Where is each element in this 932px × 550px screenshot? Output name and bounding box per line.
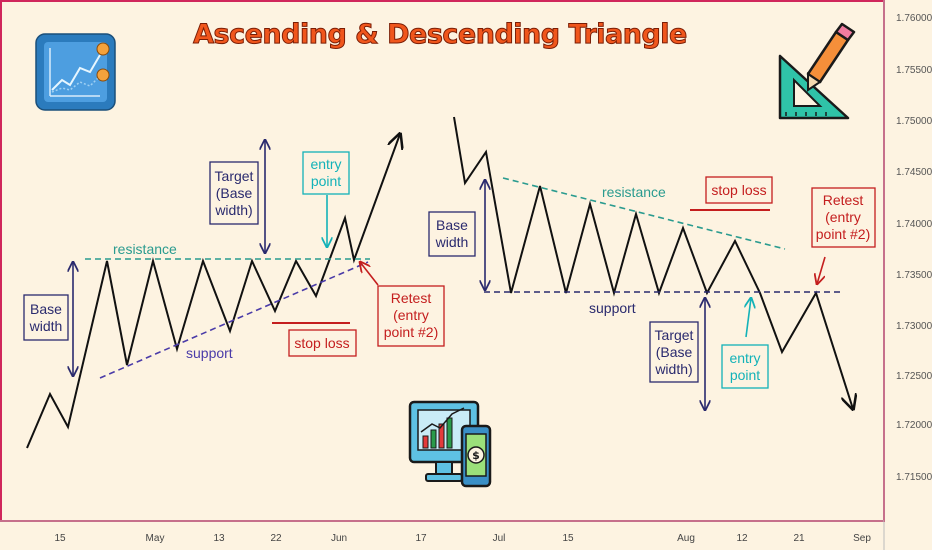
date-tick-label: 12 xyxy=(736,533,748,544)
box-line: (Base xyxy=(216,185,253,201)
box-line: stop loss xyxy=(711,182,766,198)
price-tick-label: 1.71500 xyxy=(896,472,932,483)
price-tick-label: 1.73500 xyxy=(896,270,932,281)
date-tick-label: 22 xyxy=(270,533,282,544)
descending-resistance-line xyxy=(502,177,786,250)
box-line: width xyxy=(29,318,63,334)
box-line: point #2) xyxy=(816,226,870,242)
descending-entry-arrow xyxy=(746,298,751,338)
descending-target-box: Target (Base width) xyxy=(649,321,699,383)
date-tick-label: Jul xyxy=(493,533,506,544)
descending-triangle xyxy=(453,116,853,410)
ascending-target-box: Target (Base width) xyxy=(209,161,259,225)
box-line: point xyxy=(730,367,760,383)
price-tick-label: 1.75500 xyxy=(896,65,932,76)
box-line: stop loss xyxy=(294,335,349,351)
trading-monitor-icon: $ xyxy=(408,400,492,488)
date-tick-label: May xyxy=(146,533,165,544)
date-tick-label: Jun xyxy=(331,533,347,544)
ascending-base-width-box: Base width xyxy=(23,294,69,341)
ascending-support-line xyxy=(99,261,369,379)
ascending-retest-box: Retest (entry point #2) xyxy=(377,285,445,347)
descending-entry-box: entry point xyxy=(721,344,769,389)
page-title: Ascending & Descending Triangle xyxy=(193,19,687,50)
box-line: entry xyxy=(729,350,760,366)
date-tick-label: 13 xyxy=(213,533,225,544)
box-line: point #2) xyxy=(384,324,438,340)
date-tick-label: 15 xyxy=(562,533,574,544)
box-line: entry xyxy=(310,156,341,172)
box-line: Target xyxy=(655,327,694,343)
descending-retest-box: Retest (entry point #2) xyxy=(811,187,876,248)
date-axis[interactable]: 15 May 13 22 Jun 17 Jul 15 Aug 12 21 Sep xyxy=(54,533,871,544)
box-line: Retest xyxy=(391,290,432,306)
box-line: width xyxy=(435,234,469,250)
descending-base-width-box: Base width xyxy=(428,211,476,257)
svg-text:$: $ xyxy=(472,449,480,462)
chart-app-icon xyxy=(35,33,116,111)
ascending-support-label: support xyxy=(186,345,233,361)
date-tick-label: Sep xyxy=(853,533,871,544)
ruler-pencil-icon xyxy=(778,22,856,120)
descending-price-path xyxy=(453,116,853,409)
ascending-resistance-label: resistance xyxy=(113,241,177,257)
price-tick-label: 1.76000 xyxy=(896,13,932,24)
box-line: Base xyxy=(30,301,62,317)
box-line: (entry xyxy=(393,307,429,323)
price-tick-label: 1.75000 xyxy=(896,116,932,127)
box-line: width) xyxy=(214,202,252,218)
price-tick-label: 1.73000 xyxy=(896,321,932,332)
date-tick-label: 21 xyxy=(793,533,805,544)
ascending-retest-arrow xyxy=(360,262,379,286)
price-tick-label: 1.74500 xyxy=(896,167,932,178)
ascending-stop-loss-box: stop loss xyxy=(288,329,357,357)
descending-resistance-label: resistance xyxy=(602,184,666,200)
descending-support-label: support xyxy=(589,300,636,316)
box-line: point xyxy=(311,173,341,189)
ascending-triangle xyxy=(26,134,400,449)
ascending-price-path xyxy=(26,134,400,449)
date-tick-label: 17 xyxy=(415,533,427,544)
box-line: (Base xyxy=(656,344,693,360)
box-line: Target xyxy=(215,168,254,184)
price-tick-label: 1.72500 xyxy=(896,371,932,382)
descending-retest-arrow xyxy=(817,256,826,284)
date-tick-label: Aug xyxy=(677,533,695,544)
price-tick-label: 1.74000 xyxy=(896,219,932,230)
box-line: Base xyxy=(436,217,468,233)
descending-stop-loss-box: stop loss xyxy=(705,176,773,204)
box-line: (entry xyxy=(825,209,861,225)
date-tick-label: 15 xyxy=(54,533,66,544)
price-tick-label: 1.72000 xyxy=(896,420,932,431)
box-line: width) xyxy=(654,361,692,377)
price-axis[interactable]: 1.76000 1.75500 1.75000 1.74500 1.74000 … xyxy=(896,13,932,483)
box-line: Retest xyxy=(823,192,864,208)
ascending-entry-box: entry point xyxy=(302,151,350,195)
